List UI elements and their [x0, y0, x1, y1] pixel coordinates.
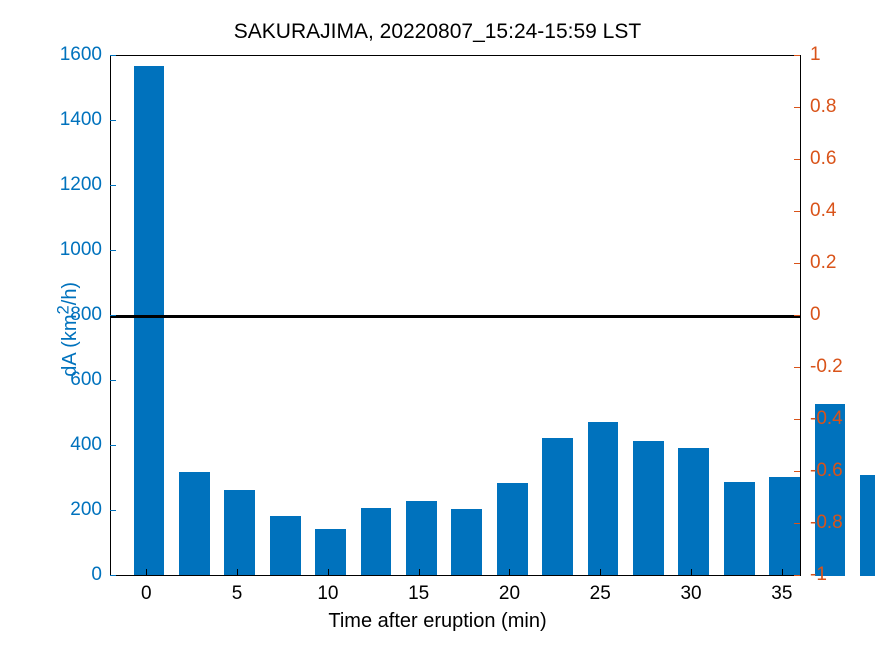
x-tick-label: 35: [771, 583, 792, 605]
bar: [588, 422, 619, 576]
y-right-tick-mark: [794, 367, 800, 368]
y-right-tick-mark: [794, 211, 800, 212]
bar: [633, 441, 664, 576]
x-tick-mark: [600, 569, 601, 575]
x-tick-label: 15: [408, 583, 429, 605]
bar: [179, 472, 210, 576]
y-right-tick-label: -0.6: [810, 460, 843, 482]
x-tick-mark: [782, 569, 783, 575]
y-right-tick-mark: [794, 523, 800, 524]
y-left-tick-mark: [110, 315, 116, 316]
bar: [769, 477, 800, 576]
y-left-tick-mark: [110, 575, 116, 576]
y-left-tick-label: 1200: [52, 174, 102, 196]
bar: [497, 483, 528, 576]
x-tick-mark: [146, 569, 147, 575]
y-left-tick-label: 0: [52, 564, 102, 586]
x-tick-mark: [509, 569, 510, 575]
y-left-tick-label: 400: [52, 434, 102, 456]
y-left-tick-mark: [110, 445, 116, 446]
y-right-tick-label: 0.2: [810, 252, 836, 274]
bar: [134, 66, 165, 576]
y-right-tick-label: 0.8: [810, 96, 836, 118]
x-tick-label: 0: [141, 583, 152, 605]
y-right-tick-mark: [794, 419, 800, 420]
y-left-label: dA (km2/h): [53, 282, 82, 377]
chart-title: SAKURAJIMA, 20220807_15:24-15:59 LST: [0, 20, 875, 44]
y-left-tick-mark: [110, 510, 116, 511]
bar: [361, 508, 392, 576]
y-right-tick-label: -0.8: [810, 512, 843, 534]
bar: [860, 475, 875, 576]
y-left-tick-mark: [110, 55, 116, 56]
x-tick-label: 20: [499, 583, 520, 605]
y-left-tick-label: 1000: [52, 239, 102, 261]
y-left-tick-mark: [110, 250, 116, 251]
y-left-tick-mark: [110, 120, 116, 121]
y-right-tick-label: 1: [810, 44, 821, 66]
plot-area: [110, 55, 801, 576]
chart-container: SAKURAJIMA, 20220807_15:24-15:59 LST 0 5 1…: [0, 0, 875, 656]
y-left-tick-label: 1600: [52, 44, 102, 66]
y-left-axis-line: [110, 56, 111, 576]
y-right-tick-label: 0.6: [810, 148, 836, 170]
x-tick-mark: [328, 569, 329, 575]
y-right-tick-label: 0: [810, 304, 821, 326]
bar: [451, 509, 482, 576]
x-tick-label: 10: [317, 583, 338, 605]
y-right-tick-mark: [794, 315, 800, 316]
y-right-tick-mark: [794, 55, 800, 56]
x-tick-mark: [237, 569, 238, 575]
bar: [542, 438, 573, 576]
zero-line: [110, 315, 800, 318]
bar: [315, 529, 346, 576]
y-right-tick-mark: [794, 575, 800, 576]
y-right-tick-mark: [794, 107, 800, 108]
y-right-tick-label: -0.2: [810, 356, 843, 378]
y-right-tick-label: -0.4: [810, 408, 843, 430]
x-label: Time after eruption (min): [0, 610, 875, 633]
x-tick-mark: [691, 569, 692, 575]
y-right-tick-label: 0.4: [810, 200, 836, 222]
y-left-tick-label: 200: [52, 499, 102, 521]
bar: [678, 448, 709, 576]
y-right-tick-label: -1: [810, 564, 827, 586]
y-right-tick-mark: [794, 263, 800, 264]
x-tick-mark: [419, 569, 420, 575]
y-left-tick-mark: [110, 185, 116, 186]
bar: [406, 501, 437, 576]
x-axis-line: [110, 575, 800, 576]
y-right-tick-mark: [794, 159, 800, 160]
bar: [224, 490, 255, 576]
x-tick-label: 25: [590, 583, 611, 605]
bar: [270, 516, 301, 576]
y-right-tick-mark: [794, 471, 800, 472]
x-tick-label: 30: [680, 583, 701, 605]
y-left-tick-label: 1400: [52, 109, 102, 131]
bar: [724, 482, 755, 576]
y-left-tick-mark: [110, 380, 116, 381]
x-tick-label: 5: [232, 583, 243, 605]
